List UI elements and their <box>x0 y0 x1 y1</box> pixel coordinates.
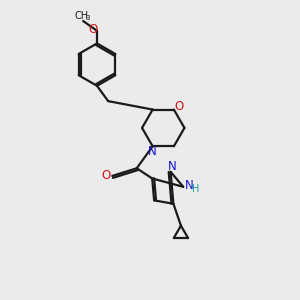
Text: 3: 3 <box>86 15 90 21</box>
Text: H: H <box>192 184 199 194</box>
Text: O: O <box>89 23 98 36</box>
Text: N: N <box>168 160 176 173</box>
Text: CH: CH <box>74 11 88 21</box>
Text: N: N <box>148 145 156 158</box>
Text: O: O <box>102 169 111 182</box>
Text: O: O <box>175 100 184 113</box>
Text: N: N <box>185 179 194 192</box>
